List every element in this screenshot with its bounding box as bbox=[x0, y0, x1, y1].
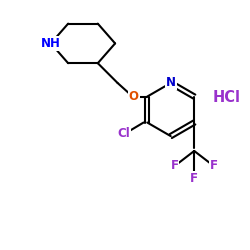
Text: NH: NH bbox=[41, 37, 61, 50]
Text: HCl: HCl bbox=[212, 90, 240, 105]
Text: N: N bbox=[166, 76, 176, 90]
Text: Cl: Cl bbox=[118, 127, 130, 140]
Text: F: F bbox=[190, 172, 198, 185]
Text: O: O bbox=[129, 90, 139, 103]
Text: F: F bbox=[170, 159, 178, 172]
Text: F: F bbox=[210, 159, 218, 172]
